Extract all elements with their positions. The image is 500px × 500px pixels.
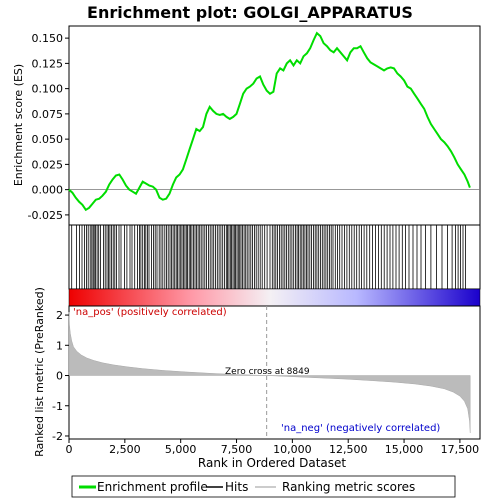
metric-y-axis-label: Ranked list metric (PreRanked)	[33, 287, 46, 457]
es-y-tick-label: 0.050	[32, 133, 64, 146]
hits-panel	[68, 224, 481, 290]
metric-y-tick-label: -2	[52, 430, 63, 443]
es-y-tick-label: 0.100	[32, 83, 64, 96]
rank-x-tick-label: 10,000	[273, 443, 312, 456]
rank-x-tick-label: 2,500	[109, 443, 141, 456]
legend-label-metric: Ranking metric scores	[282, 480, 415, 494]
metric-y-tick-label: 2	[56, 309, 63, 322]
es-y-tick-label: 0.125	[32, 57, 64, 70]
es-y-axis: -0.025 0.000 0.025 0.050 0.075 0.100 0.125 0.15…	[28, 32, 69, 222]
es-y-tick-label: 0.000	[32, 184, 64, 197]
chart-title: Enrichment plot: GOLGI_APPARATUS	[87, 3, 413, 22]
enrichment-score-panel: -0.025 0.000 0.025 0.050 0.075 0.100 0.125 0.15…	[12, 25, 481, 226]
es-y-axis-label: Enrichment score (ES)	[12, 64, 25, 186]
metric-y-tick-label: 0	[56, 370, 63, 383]
legend-label-hits: Hits	[225, 480, 248, 494]
neg-correlated-label: 'na_neg' (negatively correlated)	[281, 423, 440, 434]
es-plot-frame	[68, 25, 481, 226]
zero-cross-label: Zero cross at 8849	[225, 367, 310, 377]
es-y-tick-label: 0.150	[32, 32, 64, 45]
es-y-tick-label: 0.075	[32, 108, 64, 121]
ranked-metric-panel: -2 -1 0 1 2 0 2,500 5,000 7,500 10,000 12,500 15,0…	[33, 287, 481, 470]
metric-y-tick-label: -1	[52, 400, 63, 413]
rank-x-tick-label: 15,000	[385, 443, 424, 456]
pos-correlated-label: 'na_pos' (positively correlated)	[73, 307, 227, 318]
enrichment-profile-line	[68, 31, 471, 212]
rank-x-tick-label: 5,000	[165, 443, 197, 456]
rank-x-axis-label: Rank in Ordered Dataset	[198, 456, 346, 470]
es-y-tick-label: 0.025	[32, 158, 64, 171]
rank-x-tick-label: 12,500	[329, 443, 368, 456]
hit-markers	[71, 225, 466, 289]
rank-color-bar	[68, 288, 481, 307]
chart-legend: Enrichment profile Hits Ranking metric s…	[71, 475, 456, 498]
rank-x-tick-label: 17,500	[441, 443, 480, 456]
ranking-metric-area	[68, 311, 471, 434]
rank-x-tick-label: 0	[66, 443, 73, 456]
metric-y-axis: -2 -1 0 1 2	[52, 309, 69, 443]
rank-x-axis: 0 2,500 5,000 7,500 10,000 12,500 15,000 17,500	[66, 439, 480, 456]
metric-y-tick-label: 1	[56, 339, 63, 352]
es-y-tick-label: -0.025	[28, 209, 63, 222]
rank-x-tick-label: 7,500	[221, 443, 253, 456]
legend-label-enrichment: Enrichment profile	[97, 480, 208, 494]
